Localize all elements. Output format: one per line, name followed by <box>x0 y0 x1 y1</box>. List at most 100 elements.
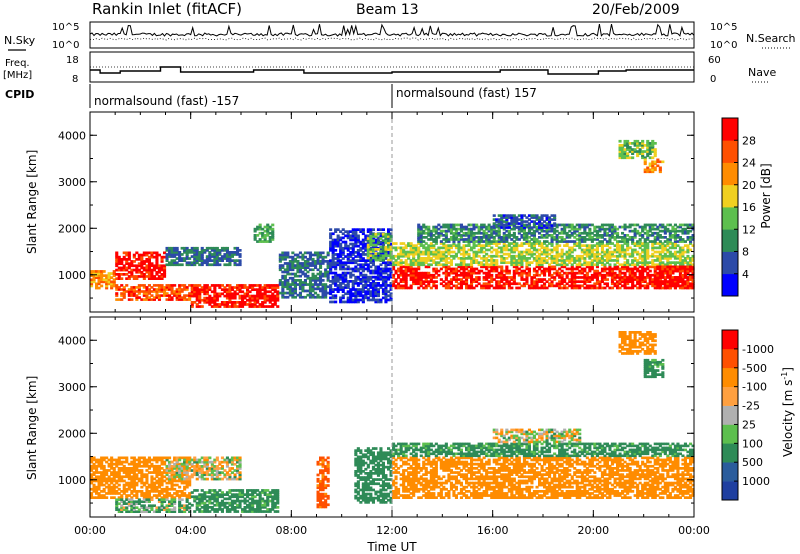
beam-title: Beam 13 <box>356 2 419 18</box>
power-colorbar-label: Power [dB] <box>759 163 773 228</box>
vel-ytick-label: 4000 <box>58 334 86 347</box>
power-region-11 <box>417 223 695 243</box>
velocity-colorbar-band <box>722 424 738 444</box>
power-colorbar-tick: 4 <box>742 268 749 281</box>
power-colorbar-band <box>722 251 738 275</box>
vel-region-1 <box>115 498 192 513</box>
power-region-2 <box>115 284 192 301</box>
power-colorbar-band <box>722 273 738 297</box>
power-ytick-label: 1000 <box>58 269 86 282</box>
velocity-colorbar-band <box>722 481 738 501</box>
velocity-colorbar-tick: 25 <box>742 418 756 431</box>
velocity-panel: 1000 2000 3000 4000 00:00 04:00 08:00 12:00 16:0… <box>58 316 710 537</box>
velocity-colorbar-band <box>722 462 738 482</box>
power-colorbar: 4 8 12 16 20 24 28 <box>721 117 756 297</box>
vel-ytick-label: 3000 <box>58 381 86 394</box>
power-colorbar-tick: 12 <box>742 223 756 236</box>
vel-region-6 <box>392 456 695 499</box>
velocity-colorbar-tick: -25 <box>742 400 760 413</box>
velocity-colorbar-tick: -1000 <box>742 343 774 356</box>
power-region-15 <box>656 265 695 290</box>
time-tick-label: 20:00 <box>577 524 609 537</box>
freq-trace <box>90 66 694 75</box>
noise-tick-left-bottom: 10^0 <box>52 40 79 51</box>
velocity-colorbar-tick: 500 <box>742 456 763 469</box>
power-colorbar-band <box>722 229 738 252</box>
vel-region-2 <box>190 489 280 513</box>
power-region-14 <box>643 158 665 174</box>
vel-region-8 <box>492 428 582 444</box>
power-region-4 <box>165 246 242 267</box>
vel-ytick-label: 2000 <box>58 427 86 440</box>
velocity-colorbar-label: Velocity [m s-1] <box>780 367 795 457</box>
velocity-colorbar-band <box>722 405 738 425</box>
noise-sky-trace <box>89 23 695 37</box>
velocity-colorbar-band <box>722 386 738 406</box>
power-colorbar-band <box>722 140 738 163</box>
freq-label-line1: Freq. <box>5 58 30 69</box>
noise-tick-right-top: 10^5 <box>710 22 737 33</box>
vel-region-3 <box>165 456 242 481</box>
velocity-colorbar-band <box>722 443 738 463</box>
freq-tick-left-top: 18 <box>66 55 79 66</box>
time-tick-label: 08:00 <box>275 524 307 537</box>
vel-region-4 <box>316 456 330 509</box>
velocity-ylabel: Slant Range [km] <box>25 376 39 480</box>
velocity-colorbar-band <box>722 367 738 387</box>
vel-region-10 <box>643 358 665 379</box>
noise-tick-right-bottom: 10^0 <box>710 40 737 51</box>
power-panel: 1000 2000 3000 4000 <box>58 111 695 313</box>
cpid-segment-1: normalsound (fast) -157 <box>94 94 239 108</box>
power-ytick-label: 4000 <box>58 129 86 142</box>
time-tick-label: 00:00 <box>74 524 106 537</box>
power-region-12 <box>492 214 557 229</box>
station-title: Rankin Inlet (fitACF) <box>92 0 242 18</box>
time-tick-label: 04:00 <box>175 524 207 537</box>
vel-region-9 <box>618 331 657 355</box>
time-tick-label: 12:00 <box>376 524 408 537</box>
power-colorbar-tick: 16 <box>742 201 756 214</box>
power-region-7 <box>329 228 393 304</box>
velocity-colorbar-tick: -100 <box>742 381 767 394</box>
power-ylabel: Slant Range [km] <box>25 150 39 254</box>
vel-region-5 <box>354 447 393 504</box>
velocity-colorbar-tick: -500 <box>742 362 767 375</box>
time-tick-label: 00:00 <box>678 524 710 537</box>
cpid-segment-2: normalsound (fast) 157 <box>396 86 537 100</box>
freq-tick-right-top: 60 <box>708 55 721 66</box>
power-colorbar-band <box>722 207 738 230</box>
power-region-0 <box>90 270 116 290</box>
power-region-5 <box>253 223 275 243</box>
power-colorbar-tick: 24 <box>742 157 756 170</box>
power-colorbar-band <box>722 118 738 141</box>
date-title: 20/Feb/2009 <box>592 2 680 18</box>
nsearch-label: N.Search <box>746 32 796 45</box>
power-region-8 <box>366 232 393 262</box>
power-region-13 <box>618 139 657 160</box>
time-axis-label: Time UT <box>366 540 417 554</box>
power-region-1 <box>115 251 167 280</box>
noise-tick-left-top: 10^5 <box>52 22 79 33</box>
power-colorbar-tick: 20 <box>742 179 756 192</box>
cpid-label: CPID <box>5 88 34 101</box>
nsky-label: N.Sky <box>4 34 36 47</box>
power-region-10 <box>392 242 695 267</box>
time-tick-label: 16:00 <box>477 524 509 537</box>
freq-tick-right-bottom: 0 <box>710 74 716 85</box>
vel-region-7 <box>392 442 695 458</box>
power-colorbar-tick: 28 <box>742 134 756 147</box>
vel-ytick-label: 1000 <box>58 474 86 487</box>
power-ytick-label: 3000 <box>58 176 86 189</box>
power-colorbar-band <box>722 162 738 186</box>
power-colorbar-tick: 8 <box>742 246 749 259</box>
velocity-colorbar-band <box>722 330 738 350</box>
velocity-colorbar-tick: 100 <box>742 437 763 450</box>
velocity-colorbar-tick: 1000 <box>742 475 770 488</box>
nave-label: Nave <box>748 66 776 79</box>
freq-tick-left-bottom: 8 <box>72 74 78 85</box>
power-ytick-label: 2000 <box>58 222 86 235</box>
velocity-colorbar-band <box>722 348 738 369</box>
velocity-colorbar: 1000 500 100 25 -25 -100 -500 -1000 <box>721 329 774 501</box>
power-colorbar-band <box>722 184 738 208</box>
